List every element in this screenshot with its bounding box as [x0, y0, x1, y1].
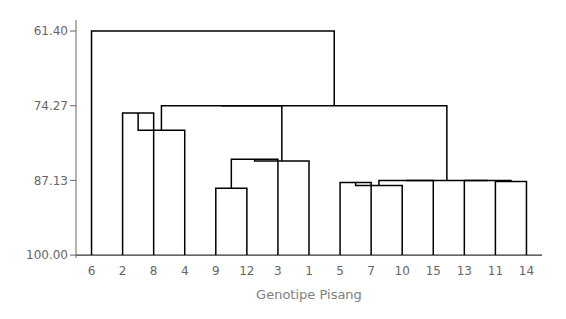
svg-text:61.40: 61.40 [34, 24, 68, 38]
svg-text:13: 13 [457, 264, 472, 278]
svg-text:4: 4 [181, 264, 189, 278]
svg-text:12: 12 [239, 264, 254, 278]
svg-text:100.00: 100.00 [26, 248, 68, 262]
svg-text:87.13: 87.13 [34, 174, 68, 188]
svg-text:Genotipe Pisang: Genotipe Pisang [256, 287, 362, 302]
svg-text:8: 8 [150, 264, 158, 278]
svg-text:5: 5 [336, 264, 344, 278]
svg-text:9: 9 [212, 264, 220, 278]
svg-text:15: 15 [426, 264, 441, 278]
svg-text:11: 11 [488, 264, 503, 278]
svg-text:10: 10 [395, 264, 410, 278]
svg-text:1: 1 [305, 264, 313, 278]
svg-text:3: 3 [274, 264, 282, 278]
svg-text:7: 7 [367, 264, 375, 278]
svg-text:74.27: 74.27 [34, 99, 68, 113]
svg-text:6: 6 [88, 264, 96, 278]
svg-text:2: 2 [119, 264, 127, 278]
svg-text:14: 14 [519, 264, 534, 278]
